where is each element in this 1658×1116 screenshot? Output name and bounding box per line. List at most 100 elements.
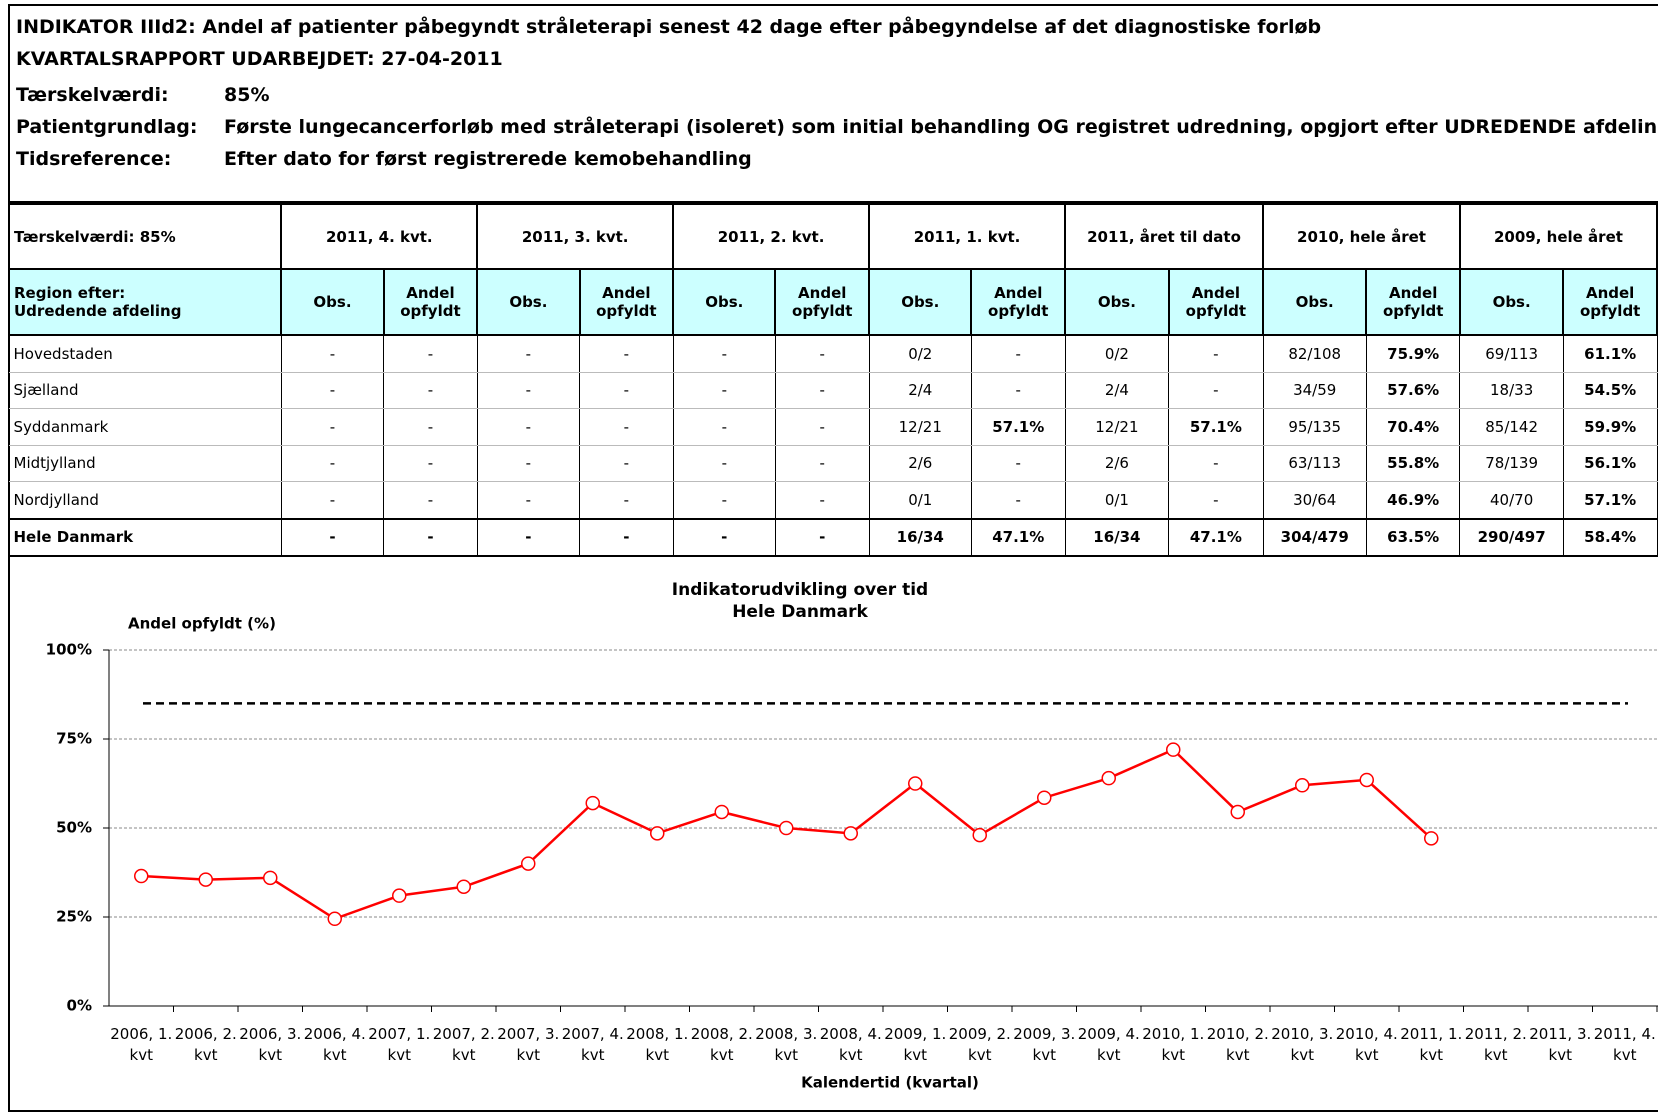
cell: - — [1168, 444, 1264, 482]
share-header-line: opfyldt — [400, 302, 461, 320]
x-tick-label: 2010, 2. kvt — [1207, 1025, 1269, 1064]
cell: - — [970, 481, 1066, 519]
cell: - — [1168, 334, 1264, 373]
share-header: Andel opfyldt — [1562, 268, 1658, 336]
data-point — [650, 826, 665, 841]
data-point — [327, 911, 342, 927]
row: Nordjylland - - - - - -0/1-0/1-30/64 46.9% 40/70… — [8, 481, 1658, 519]
cell: - — [579, 371, 674, 409]
cell: - — [1168, 481, 1264, 519]
data-point — [1037, 790, 1052, 805]
share-header: Andel opfyldt — [774, 268, 871, 336]
cell: 16/34 — [868, 517, 972, 557]
x-tick-label: 2008, 4. kvt — [820, 1025, 882, 1064]
report-date: KVARTALSRAPPORT UDARBEJDET: 27-04-2011 — [16, 48, 503, 70]
cell: 54.5% — [1562, 371, 1658, 409]
y-tick-label: 100% — [46, 641, 92, 659]
cell: 57.1% — [970, 408, 1066, 446]
row: Hovedstaden - - - - - -0/2-0/2-82/108 75.9% 69/1… — [8, 334, 1658, 373]
x-tick-label: 2006, 3. kvt — [239, 1025, 301, 1064]
cell: - — [476, 371, 581, 409]
cell: - — [280, 517, 385, 557]
cell: 30/64 — [1262, 481, 1367, 519]
region: Hovedstaden — [8, 334, 282, 373]
cell: - — [774, 517, 870, 557]
header-row: Tærskelværdi: 85% 2011, 4. kvt. 2011, 3. k… — [7, 203, 1658, 270]
cell: - — [970, 444, 1066, 482]
data-point — [1424, 831, 1439, 846]
obs-header: Obs. — [1262, 268, 1368, 336]
cell: 2/4 — [1064, 371, 1170, 409]
cell: - — [383, 408, 478, 446]
region: Sjælland — [8, 371, 282, 409]
x-tick-label: 2011, 1. kvt — [1400, 1025, 1462, 1064]
cell: 57.1% — [1562, 481, 1658, 519]
share-header-line: Andel — [798, 284, 847, 302]
field-label: Tærskelværdi: — [16, 84, 169, 106]
cell: 0/2 — [868, 334, 972, 373]
cell: 59.9% — [1562, 408, 1658, 446]
x-tick-label: 2007, 4. kvt — [562, 1025, 624, 1064]
row: Sjælland - - - - - -2/4-2/4-34/59 57.6% 18/33 54.… — [8, 371, 1658, 409]
period: 2011, 4. kvt. — [280, 203, 479, 270]
y-tick-label: 50% — [56, 819, 92, 837]
y-tick-label: 25% — [56, 908, 92, 926]
y-axis-label: Andel opfyldt (%) — [128, 615, 276, 633]
x-tick-label: 2009, 1. kvt — [884, 1025, 946, 1064]
cell: - — [672, 334, 776, 373]
period: 2011, året til dato — [1064, 203, 1265, 270]
cell: 75.9% — [1365, 334, 1461, 373]
title: INDIKATOR IIId2: Andel af patienter påbe… — [16, 16, 1322, 38]
obs-header: Obs. — [280, 268, 385, 336]
cell: 290/497 — [1459, 517, 1564, 557]
x-tick-label: 2009, 3. kvt — [1013, 1025, 1075, 1064]
x-tick-label: 2006, 2. kvt — [175, 1025, 237, 1064]
cell: - — [579, 481, 674, 519]
cell: 58.4% — [1562, 517, 1658, 557]
share-header: Andel opfyldt — [382, 268, 479, 336]
cell: 2/4 — [868, 371, 972, 409]
subheader-row: Region efter: Udredende afdeling Obs. Andel… — [7, 268, 1658, 336]
x-tick-label: 2011, 3. kvt — [1529, 1025, 1591, 1064]
x-axis-label: Kalendertid (kvartal) — [801, 1074, 979, 1092]
y-tick-label: 75% — [56, 730, 92, 748]
cell: - — [383, 517, 478, 557]
x-tick-label: 2007, 1. kvt — [368, 1025, 430, 1064]
cell: - — [1168, 371, 1264, 409]
cell: 0/2 — [1064, 334, 1170, 373]
region-header: Region efter: Udredende afdeling — [7, 268, 283, 336]
cell: 57.6% — [1365, 371, 1461, 409]
y-tick-label: 0% — [67, 997, 92, 1015]
data-point — [392, 888, 407, 903]
cell: - — [672, 444, 776, 482]
data-point — [908, 776, 923, 791]
divider — [8, 201, 1658, 203]
cell: - — [672, 408, 776, 446]
cell: - — [579, 517, 674, 557]
cell: - — [383, 481, 478, 519]
share-header-line: Andel — [1389, 284, 1438, 302]
cell: 61.1% — [1562, 334, 1658, 373]
cell: 78/139 — [1459, 444, 1564, 482]
cell: - — [476, 481, 581, 519]
cell: - — [774, 444, 870, 482]
cell: - — [970, 334, 1066, 373]
cell: 47.1% — [970, 517, 1066, 557]
cell: - — [774, 371, 870, 409]
cell: - — [383, 444, 478, 482]
cell: 82/108 — [1262, 334, 1367, 373]
cell: - — [280, 334, 385, 373]
cell: 304/479 — [1262, 517, 1367, 557]
share-header-line: Andel — [1191, 284, 1241, 302]
field-label: Patientgrundlag: — [16, 116, 198, 138]
data-point — [1295, 778, 1310, 793]
cell: - — [280, 371, 385, 409]
cell: 95/135 — [1262, 408, 1367, 446]
x-tick-label: 2009, 2. kvt — [949, 1025, 1011, 1064]
share-header: Andel opfyldt — [1167, 268, 1265, 336]
cell: 47.1% — [1168, 517, 1264, 557]
cell: 0/1 — [1064, 481, 1170, 519]
cell: - — [579, 334, 674, 373]
share-header-line: opfyldt — [1579, 302, 1641, 320]
obs-header: Obs. — [1458, 268, 1565, 336]
